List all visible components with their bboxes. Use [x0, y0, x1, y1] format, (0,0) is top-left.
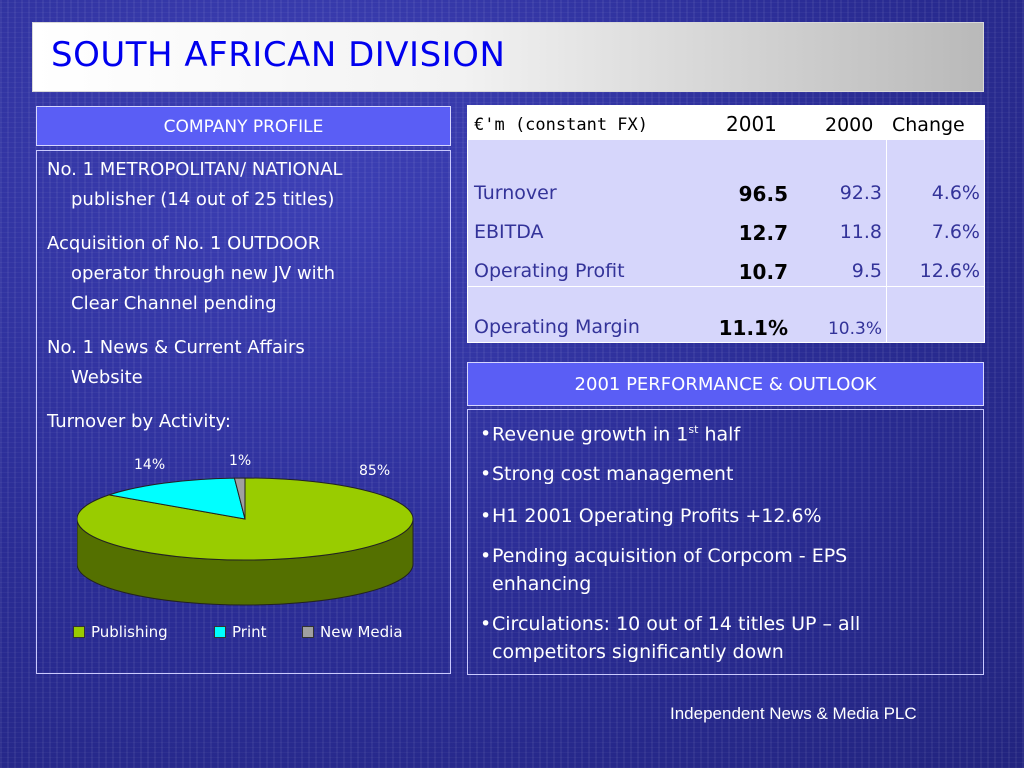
table-header-label: €'m (constant FX)	[474, 115, 648, 135]
outlook-header: 2001 PERFORMANCE & OUTLOOK	[467, 362, 984, 406]
profile-item: Acquisition of No. 1 OUTDOOR operator th…	[47, 229, 437, 319]
bullet-text: half	[698, 423, 741, 446]
list-item: •H1 2001 Operating Profits +12.6%	[480, 502, 975, 530]
row-value-change: 7.6%	[931, 221, 980, 243]
bullet-text: Circulations: 10 out of 14 titles UP – a…	[492, 613, 861, 635]
row-value-2001: 10.7	[738, 260, 788, 284]
outlook-panel: •Revenue growth in 1st half •Strong cost…	[467, 409, 984, 675]
profile-item-line: publisher (14 out of 25 titles)	[71, 189, 335, 210]
row-value-2001: 96.5	[738, 182, 788, 206]
page-title: SOUTH AFRICAN DIVISION	[51, 35, 506, 75]
profile-item-line: No. 1 METROPOLITAN/ NATIONAL	[47, 159, 343, 180]
profile-item: Turnover by Activity:	[47, 407, 437, 437]
legend-item-print: Print	[214, 623, 267, 641]
row-label: Operating Margin	[474, 316, 640, 338]
table-header-2000: 2000	[825, 114, 874, 136]
table-header-row: €'m (constant FX) 2001 2000 Change	[468, 106, 984, 140]
row-value-2000: 10.3%	[827, 319, 882, 339]
bullet-text: H1 2001 Operating Profits +12.6%	[492, 505, 822, 527]
row-label: Turnover	[474, 182, 557, 204]
row-value-2000: 92.3	[839, 182, 882, 204]
table-divider	[468, 286, 984, 287]
company-profile-panel: No. 1 METROPOLITAN/ NATIONAL publisher (…	[36, 150, 451, 674]
table-header-2001: 2001	[726, 112, 777, 136]
bullet-dot: •	[480, 505, 492, 527]
turnover-pie-chart	[77, 477, 414, 606]
row-label: Operating Profit	[474, 260, 625, 282]
footer-company-name: Independent News & Media PLC	[670, 704, 917, 723]
company-profile-header: COMPANY PROFILE	[36, 106, 451, 146]
bullet-superscript: st	[688, 423, 699, 436]
profile-item-line: operator through new JV with	[71, 263, 336, 284]
profile-item: No. 1 METROPOLITAN/ NATIONAL publisher (…	[47, 155, 437, 215]
legend-swatch	[73, 626, 85, 638]
legend-swatch	[302, 626, 314, 638]
bullet-text: Pending acquisition of Corpcom - EPS	[492, 545, 848, 567]
row-value-2001: 12.7	[738, 221, 788, 245]
profile-item-line: Acquisition of No. 1 OUTDOOR	[47, 233, 321, 254]
bullet-text: competitors significantly down	[492, 641, 784, 663]
company-profile-header-label: COMPANY PROFILE	[163, 117, 324, 137]
list-item: •Strong cost management	[480, 460, 975, 488]
list-item: •Pending acquisition of Corpcom - EPS en…	[480, 542, 975, 598]
pie-label-publishing: 85%	[359, 463, 391, 479]
profile-item-line: No. 1 News & Current Affairs	[47, 337, 305, 358]
bullet-text: Revenue growth in 1	[492, 423, 689, 446]
pie-label-print: 14%	[134, 457, 166, 473]
profile-item-line: Turnover by Activity:	[47, 411, 231, 432]
financial-table: €'m (constant FX) 2001 2000 Change Turno…	[467, 105, 985, 343]
bullet-dot: •	[480, 463, 492, 485]
outlook-header-label: 2001 PERFORMANCE & OUTLOOK	[574, 374, 877, 395]
row-value-2001: 11.1%	[718, 316, 788, 340]
row-value-change: 4.6%	[931, 182, 980, 204]
legend-label: New Media	[320, 623, 403, 641]
legend-item-new-media: New Media	[302, 623, 403, 641]
table-divider	[886, 140, 887, 342]
table-header-change: Change	[892, 114, 965, 136]
bullet-dot: •	[480, 545, 492, 567]
legend-item-publishing: Publishing	[73, 623, 168, 641]
bullet-text: enhancing	[492, 573, 592, 595]
profile-item-line: Website	[71, 367, 143, 388]
row-value-2000: 9.5	[851, 260, 882, 282]
legend-label: Print	[232, 623, 267, 641]
row-label: EBITDA	[474, 221, 544, 243]
row-value-2000: 11.8	[839, 221, 882, 243]
bullet-dot: •	[480, 423, 492, 446]
row-value-change: 12.6%	[919, 260, 980, 282]
pie-label-new-media: 1%	[229, 453, 252, 469]
pie-slice-print	[108, 477, 246, 520]
list-item: •Revenue growth in 1st half	[480, 416, 975, 448]
bullet-text: Strong cost management	[492, 463, 734, 485]
pie-slice-publishing	[77, 477, 414, 561]
pie-slice-new-media	[233, 477, 246, 520]
list-item: •Circulations: 10 out of 14 titles UP – …	[480, 610, 975, 666]
profile-item: No. 1 News & Current Affairs Website	[47, 333, 437, 393]
profile-item-line: Clear Channel pending	[71, 293, 277, 314]
title-bar: SOUTH AFRICAN DIVISION	[32, 22, 984, 92]
legend-label: Publishing	[91, 623, 168, 641]
legend-swatch	[214, 626, 226, 638]
bullet-dot: •	[480, 613, 492, 635]
